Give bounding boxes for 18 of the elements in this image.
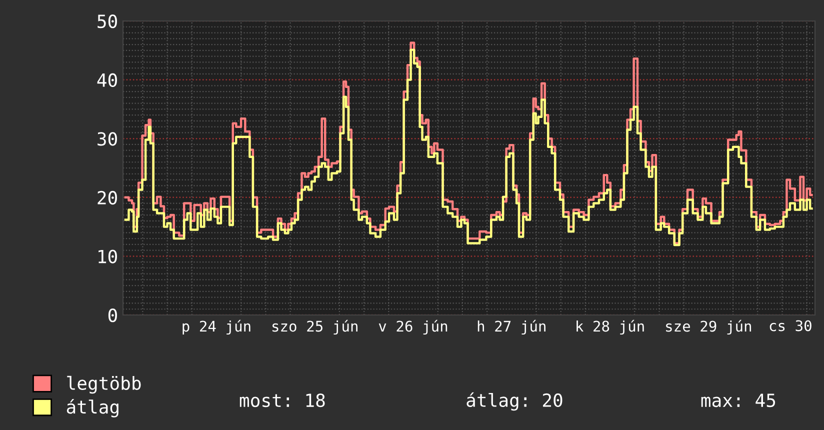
x-tick-label: k 28 jún: [576, 320, 644, 335]
x-tick-label: sze 29 jún: [666, 320, 752, 335]
y-tick-label: 30: [98, 132, 117, 146]
y-tick-label: 20: [98, 190, 117, 205]
x-tick-label: p 24 jún: [182, 320, 250, 335]
y-tick-label: 40: [97, 73, 117, 87]
y-tick-label: 0: [108, 308, 117, 322]
x-tick-label: h 27 jún: [478, 320, 546, 335]
legend-label: legtöbb: [67, 376, 141, 394]
text: most: 18: [240, 393, 325, 408]
text: max: 45: [701, 394, 776, 408]
x-tick-label: szo 25 jún: [272, 320, 358, 335]
x-tick-label: cs 30: [770, 320, 812, 332]
text: átlag: 20: [466, 392, 562, 411]
y-tick-label: 50: [98, 14, 117, 28]
legend-label: átlag: [66, 399, 118, 418]
y-tick-label: 10: [98, 250, 117, 264]
x-tick-label: v 26 jún: [378, 320, 448, 335]
